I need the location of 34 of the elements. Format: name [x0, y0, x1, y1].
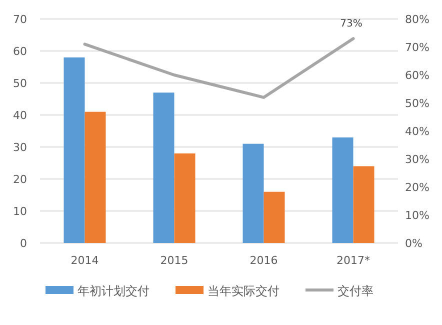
legend-label: 当年实际交付: [208, 284, 280, 298]
bar: [64, 57, 85, 243]
y2-tick-label: 60%: [405, 69, 430, 82]
bar: [264, 192, 285, 243]
x-tick-label: 2014: [70, 254, 99, 267]
bar: [332, 137, 354, 243]
y2-tick-label: 0%: [405, 237, 422, 250]
data-label: 73%: [340, 18, 362, 30]
y2-tick-label: 70%: [405, 41, 430, 54]
bar: [174, 153, 196, 243]
y2-tick-label: 80%: [405, 13, 430, 26]
bar: [242, 144, 264, 243]
y2-tick-label: 30%: [405, 153, 430, 166]
y2-tick-label: 40%: [405, 125, 430, 138]
y-tick-label: 10: [13, 205, 27, 218]
x-tick-label: 2015: [160, 254, 188, 267]
y2-tick-label: 50%: [405, 97, 430, 110]
line-series: [83, 37, 355, 99]
legend-label: 年初计划交付: [78, 284, 150, 298]
bar: [353, 166, 374, 243]
y-tick-label: 30: [13, 141, 27, 154]
y2-tick-label: 20%: [405, 181, 430, 194]
bar: [84, 112, 106, 243]
x-tick-label: 2016: [250, 254, 278, 267]
legend-label: 交付率: [338, 284, 374, 298]
y-tick-label: 40: [13, 109, 27, 122]
x-tick-label: 2017*: [336, 254, 370, 267]
y-tick-label: 60: [13, 45, 27, 58]
y-tick-label: 0: [20, 237, 27, 250]
bar: [153, 92, 174, 243]
y-tick-label: 50: [13, 77, 27, 90]
y-tick-label: 70: [13, 13, 27, 26]
y2-tick-label: 10%: [405, 209, 430, 222]
y-tick-label: 20: [13, 173, 27, 186]
